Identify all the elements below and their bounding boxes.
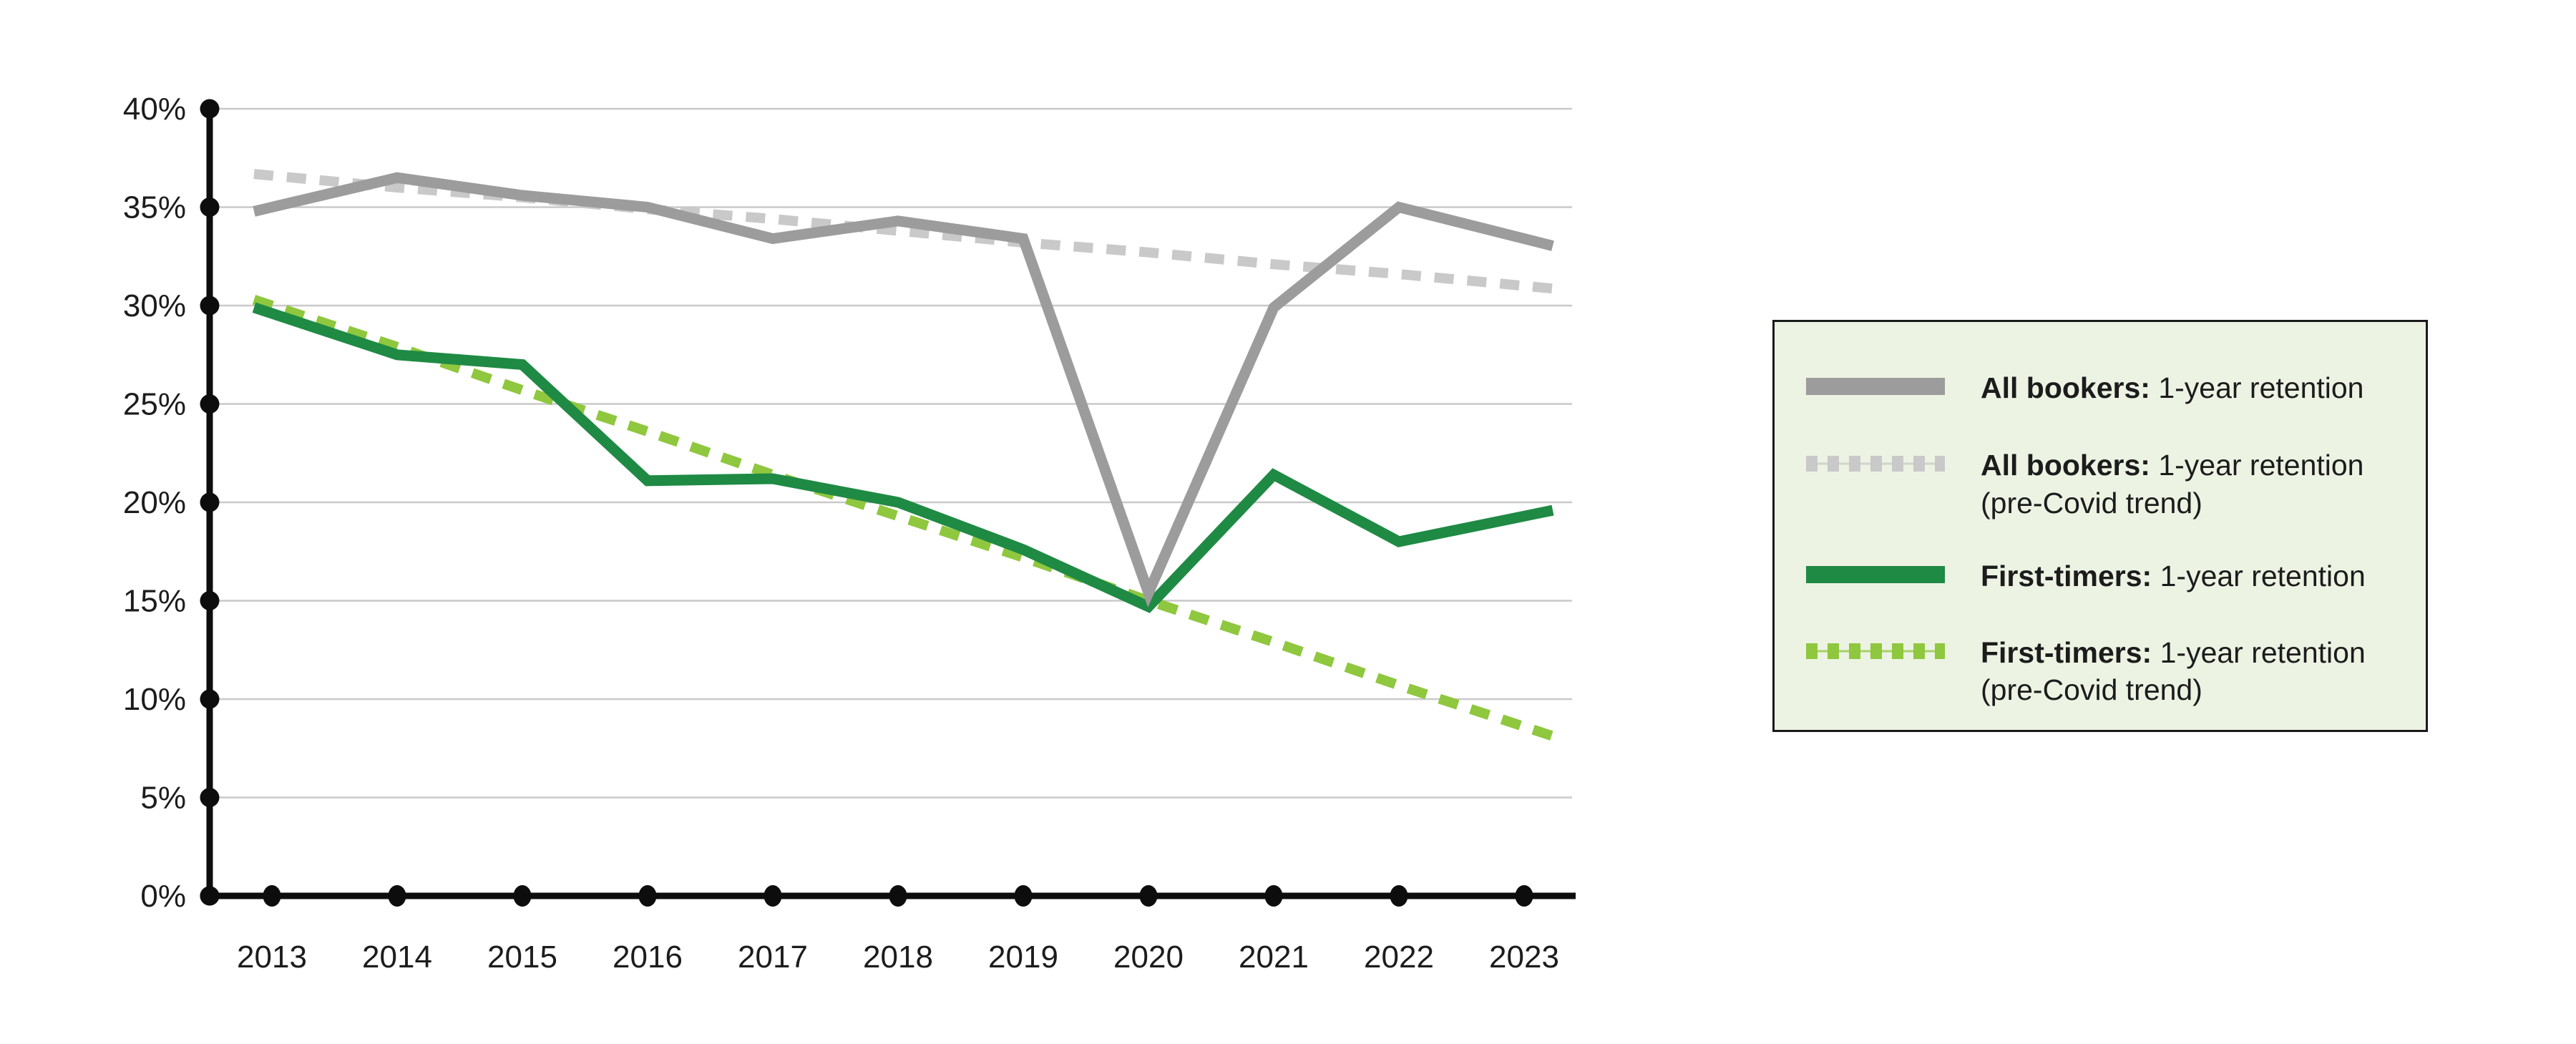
x-tick-label: 2018 — [863, 940, 933, 975]
y-axis-tick-dot — [200, 197, 220, 217]
green-solid-swatch-icon — [1806, 566, 1945, 584]
legend-item-first-timers: First-timers: 1-year retention — [1805, 557, 2404, 595]
all-bookers-trend-line — [253, 169, 1553, 294]
y-tick-label: 0% — [140, 879, 186, 914]
x-tick-label: 2013 — [237, 940, 307, 975]
legend-item-all-bookers: All bookers: 1-year retention — [1805, 369, 2404, 406]
x-axis-tick-dot — [638, 885, 657, 907]
legend: All bookers: 1-year retention All booker… — [1772, 320, 2428, 732]
first-timers-trend-line — [252, 295, 1555, 741]
retention-line-chart: 40%35%30%25%20%15%10%5%0% 2013 2014 2015 20… — [123, 92, 1576, 975]
y-tick-label: 5% — [140, 781, 186, 816]
x-axis-tick-dot — [263, 885, 281, 907]
y-axis-tick-labels: 40% 35% 30% 25% 20% 15% 10% 5% 0% — [123, 92, 186, 914]
gray-solid-swatch-icon — [1806, 378, 1945, 395]
y-axis-tick-dot — [200, 296, 220, 316]
x-tick-label: 2021 — [1239, 940, 1309, 975]
y-tick-label: 35% — [123, 190, 186, 225]
x-tick-label: 2022 — [1364, 940, 1434, 975]
y-axis-tick-dot — [200, 492, 220, 512]
legend-label-bold: First-timers: — [1981, 560, 2152, 593]
x-axis-tick-dot — [763, 885, 782, 907]
legend-item-all-bookers-trend: All bookers: 1-year retention (pre-Covid… — [1805, 447, 2404, 522]
x-axis-tick-labels: 2013 2014 2015 2016 2017 2018 2019 2020 2021 2022… — [237, 940, 1559, 975]
legend-label-bold: First-timers: — [1981, 635, 2152, 669]
x-axis-tick-dot — [1390, 885, 1408, 907]
y-tick-label: 10% — [123, 682, 186, 717]
series-lines — [252, 169, 1555, 741]
gridlines — [210, 107, 1572, 799]
x-tick-label: 2017 — [738, 940, 808, 975]
x-axis-tick-dot — [513, 885, 532, 907]
x-axis-tick-dot — [1515, 885, 1533, 907]
x-axis-tick-dot — [388, 885, 406, 907]
x-tick-label: 2019 — [988, 940, 1058, 975]
legend-label-rest: 1-year retention — [2152, 560, 2366, 593]
gray-dashed-swatch-icon — [1806, 456, 1945, 472]
y-axis-tick-dot — [200, 689, 220, 709]
x-tick-label: 2023 — [1489, 940, 1559, 975]
x-tick-label: 2015 — [487, 940, 557, 975]
legend-label-rest: 1-year retention — [2152, 635, 2366, 669]
x-axis-tick-dot — [1264, 885, 1283, 907]
y-axis-tick-dot — [200, 394, 220, 414]
green-dashed-swatch-icon — [1806, 643, 1945, 659]
legend-label: All bookers: 1-year retention — [1981, 369, 2364, 406]
y-axis-tick-dot — [200, 99, 220, 119]
y-tick-label: 15% — [123, 584, 186, 619]
legend-label: First-timers: 1-year retention — [1981, 557, 2366, 595]
y-tick-label: 25% — [123, 387, 186, 422]
legend-label: First-timers: 1-year retention (pre-Covi… — [1981, 634, 2366, 709]
x-tick-label: 2016 — [613, 940, 683, 975]
x-axis-tick-dot — [889, 885, 907, 907]
legend-label-line2: (pre-Covid trend) — [1981, 673, 2202, 707]
legend-label: All bookers: 1-year retention (pre-Covid… — [1981, 447, 2364, 522]
y-axis-tick-dot — [200, 591, 220, 610]
x-axis-tick-dot — [1139, 885, 1158, 907]
legend-label-rest: 1-year retention — [2150, 449, 2364, 482]
first-timers-line — [252, 302, 1554, 613]
y-tick-label: 20% — [123, 485, 186, 520]
y-axis-tick-dot — [200, 788, 220, 807]
all-bookers-line — [253, 172, 1554, 608]
y-tick-label: 40% — [123, 92, 186, 127]
x-axis-tick-dot — [1014, 885, 1033, 907]
x-tick-label: 2014 — [362, 940, 432, 975]
axis-origin-dot — [200, 886, 220, 906]
legend-label-bold: All bookers: — [1981, 449, 2150, 482]
y-tick-label: 30% — [123, 288, 186, 323]
legend-label-bold: All bookers: — [1981, 371, 2150, 404]
legend-label-rest: 1-year retention — [2150, 371, 2364, 404]
x-tick-label: 2020 — [1113, 940, 1184, 975]
legend-item-first-timers-trend: First-timers: 1-year retention (pre-Covi… — [1805, 634, 2404, 709]
legend-label-line2: (pre-Covid trend) — [1981, 486, 2202, 519]
axes — [200, 99, 1576, 907]
